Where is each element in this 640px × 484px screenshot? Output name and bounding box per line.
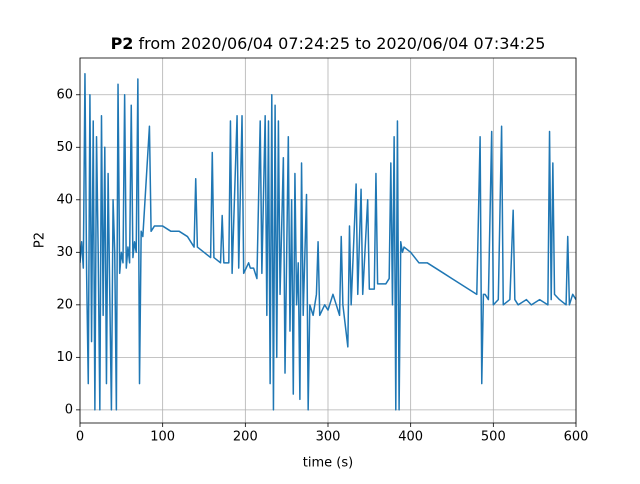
x-tick-label: 400 — [398, 430, 423, 445]
title-rest: from 2020/06/04 07:24:25 to 2020/06/04 0… — [139, 34, 546, 53]
chart-title: P2 from 2020/06/04 07:24:25 to 2020/06/0… — [111, 34, 546, 53]
x-tick-label: 0 — [76, 430, 84, 445]
y-tick-label: 40 — [56, 192, 73, 207]
data-line — [80, 73, 576, 411]
plot-area — [80, 73, 576, 411]
y-tick-label: 10 — [56, 350, 73, 365]
x-tick-label: 600 — [564, 430, 589, 445]
y-axis-label: P2 — [33, 232, 48, 248]
x-tick-label: 100 — [150, 430, 175, 445]
y-tick-label: 50 — [56, 140, 73, 155]
title-bold: P2 — [111, 34, 134, 53]
x-axis-label: time (s) — [303, 456, 353, 471]
ticks: 0 100 200 300 400 500 600 0 10 20 30 40 50 60 — [56, 87, 588, 444]
y-tick-label: 20 — [56, 297, 73, 312]
x-tick-label: 200 — [233, 430, 258, 445]
grid — [79, 58, 577, 423]
x-tick-label: 300 — [316, 430, 341, 445]
y-tick-label: 60 — [56, 87, 73, 102]
x-tick-label: 500 — [481, 430, 506, 445]
y-tick-label: 0 — [65, 402, 73, 417]
y-tick-label: 30 — [56, 245, 73, 260]
